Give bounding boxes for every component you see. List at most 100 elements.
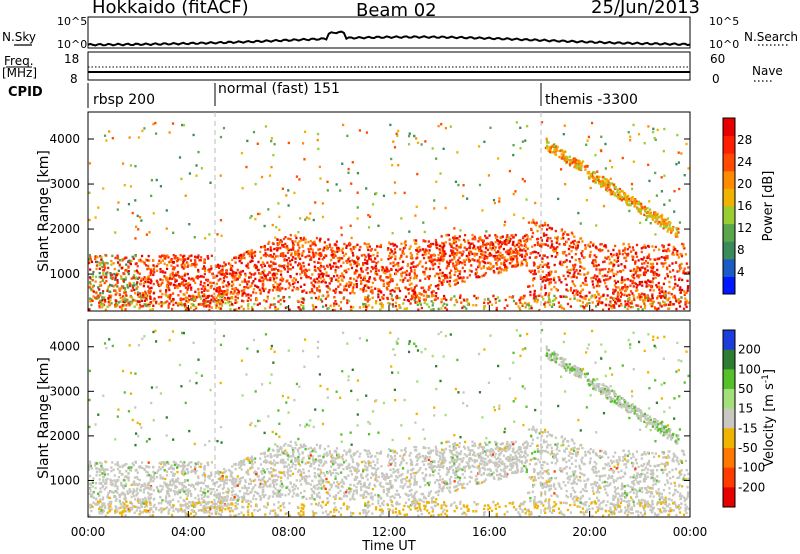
power-cell [440, 281, 443, 284]
power-cell [160, 295, 163, 299]
power-cell [478, 264, 481, 267]
velocity-cell [247, 486, 250, 490]
power-cell [389, 292, 392, 296]
y-tick-label: 4000 [49, 132, 80, 146]
power-cell [529, 270, 532, 274]
power-cell [549, 146, 552, 149]
power-cell [571, 240, 574, 243]
power-cell [301, 271, 304, 274]
power-cell [362, 305, 365, 308]
power-cell [197, 295, 200, 298]
power-cell [523, 247, 526, 251]
power-cell [378, 302, 382, 306]
power-cell [644, 259, 648, 263]
power-cell [552, 303, 555, 306]
power-cell [202, 275, 205, 279]
power-cell [134, 262, 137, 266]
power-cell [307, 275, 310, 279]
power-cell [398, 296, 401, 300]
power-cell [287, 286, 290, 290]
power-cell [165, 284, 169, 288]
power-cell [500, 236, 503, 239]
power-cell [273, 142, 276, 146]
power-cell [348, 260, 351, 263]
power-cell [305, 216, 308, 219]
power-cell [114, 276, 117, 280]
power-cell [570, 231, 573, 234]
power-cell [415, 295, 418, 298]
power-cell [350, 236, 353, 240]
power-cell [584, 278, 587, 281]
power-cell [658, 216, 661, 219]
power-cell [390, 255, 394, 259]
power-cell [243, 252, 246, 255]
power-cell [631, 196, 634, 200]
power-cell [574, 164, 577, 168]
power-cell [246, 263, 249, 267]
nave-tick-low: 0 [712, 72, 720, 86]
power-cell [409, 245, 412, 248]
power-cell [331, 253, 334, 256]
power-cell [408, 278, 411, 282]
power-cell [223, 298, 226, 301]
power-cell [610, 255, 614, 258]
power-cell [532, 293, 536, 297]
power-cell [573, 289, 576, 292]
velocity-cell [418, 452, 421, 456]
power-cell [302, 305, 305, 308]
power-cell [242, 290, 246, 293]
power-cell [613, 187, 617, 190]
power-cell [243, 291, 246, 295]
power-cell [436, 297, 440, 300]
power-cell [312, 284, 315, 287]
power-cell [206, 300, 210, 303]
power-cell [440, 307, 443, 310]
velocity-cell [616, 466, 620, 469]
power-cell [98, 275, 101, 279]
velocity-cell [471, 453, 475, 457]
power-cell [579, 163, 583, 167]
power-cell [624, 289, 628, 292]
power-cell [552, 278, 556, 282]
power-cell [427, 244, 430, 248]
power-cell [414, 293, 417, 296]
power-cell [604, 186, 608, 189]
power-cell [134, 199, 137, 202]
power-cell [179, 290, 182, 293]
power-cell [595, 224, 598, 227]
velocity-cell [109, 480, 112, 483]
velocity-cell [278, 471, 281, 474]
velocity-cell [179, 496, 182, 499]
power-cell [603, 274, 606, 277]
power-cell [564, 158, 568, 161]
power-cell [393, 248, 397, 251]
power-cell [272, 303, 275, 306]
power-cell [184, 308, 187, 312]
velocity-cell [576, 499, 579, 502]
power-cell [310, 256, 313, 259]
velocity-cell [286, 458, 290, 461]
power-cell [521, 249, 524, 252]
power-cell [461, 262, 464, 265]
power-cell [232, 271, 235, 274]
power-cell [276, 238, 279, 241]
power-cell [659, 223, 662, 226]
power-cell [416, 247, 419, 250]
power-cell [312, 305, 315, 309]
power-cell [511, 296, 514, 299]
power-cell [546, 141, 549, 144]
power-cell [241, 292, 245, 296]
power-cell [344, 252, 348, 256]
power-cell [626, 248, 629, 251]
power-cell [311, 243, 314, 246]
power-cell [684, 301, 688, 305]
power-cell [543, 234, 546, 237]
power-cell [137, 295, 140, 298]
power-cell [319, 262, 322, 265]
power-cell [224, 263, 227, 266]
power-cell [382, 271, 385, 274]
velocity-cell [187, 490, 190, 494]
power-cell [617, 291, 620, 294]
power-cell [318, 289, 321, 292]
power-cell [572, 242, 576, 246]
